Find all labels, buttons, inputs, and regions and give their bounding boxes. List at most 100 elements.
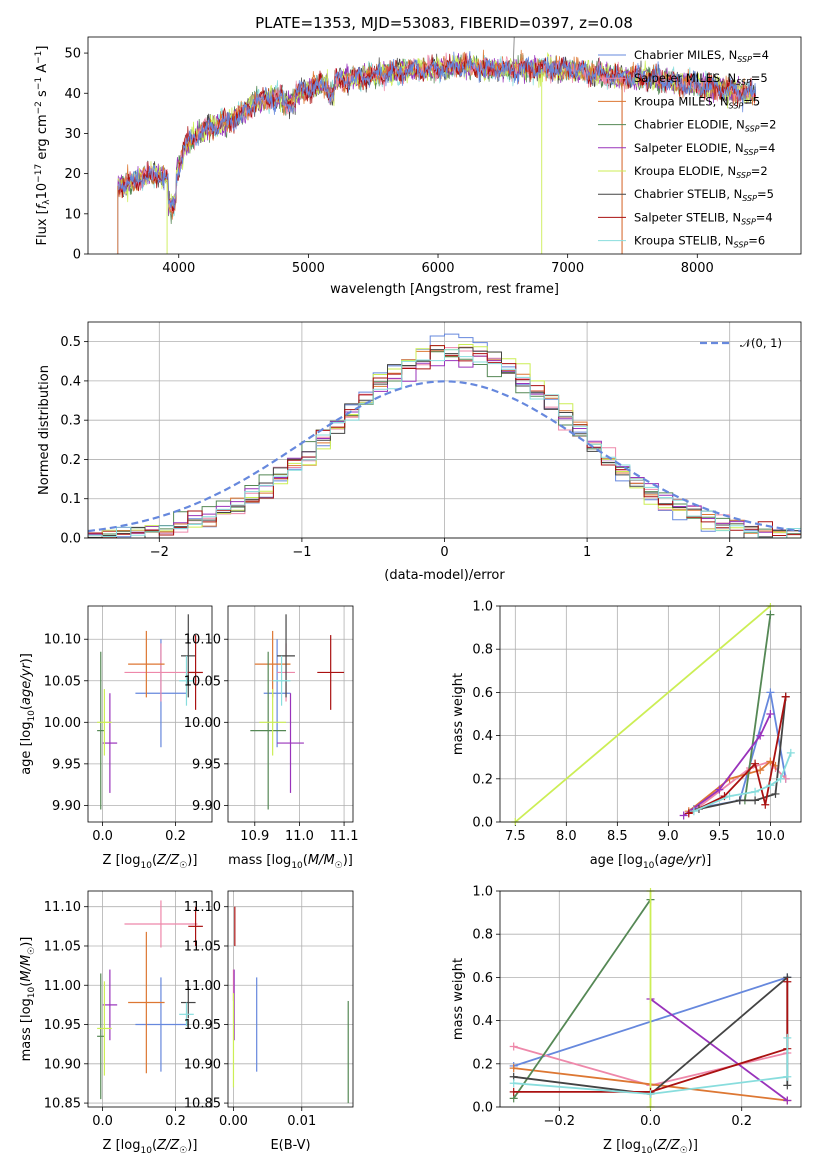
y-tick-label: 10.95 [184, 1018, 221, 1033]
y-tick-label: 0.1 [60, 492, 81, 507]
y-tick-label: 0.2 [472, 1057, 493, 1072]
x-tick-label: 9.0 [658, 829, 679, 844]
legend-entry: Kroupa STELIB, NSSP=6 [634, 234, 765, 250]
histograms [88, 333, 801, 538]
y-tick-label: 9.90 [192, 799, 221, 814]
y-tick-label: 10.95 [44, 1018, 81, 1033]
series-marker [756, 731, 765, 740]
y-tick-label: 10 [64, 207, 81, 222]
series-marker [684, 809, 693, 818]
age_vs_mass-points [250, 614, 345, 810]
y-tick-label: 0.6 [472, 686, 493, 701]
y-tick-label: 0.4 [472, 1014, 493, 1029]
y-tick-label: 10.85 [184, 1097, 221, 1112]
y-tick-label: 9.95 [192, 757, 221, 772]
series-marker [509, 1064, 518, 1073]
age_vs_Z-points [97, 614, 203, 810]
spectrum-line [117, 53, 756, 208]
x-tick-label: −1 [292, 545, 311, 560]
axes-frame [499, 890, 802, 1108]
y-tick-label: 11.10 [44, 900, 81, 915]
x-tick-label: 8000 [681, 261, 714, 276]
legend-entry: Chabrier STELIB, NSSP=5 [634, 187, 774, 203]
y-tick-label: 0.8 [472, 928, 493, 943]
series-marker [783, 1096, 792, 1105]
series-marker [751, 796, 760, 805]
figure-title: PLATE=1353, MJD=53083, FIBERID=0397, z=0… [255, 14, 633, 32]
series-marker [509, 1079, 518, 1088]
series-marker [781, 692, 790, 701]
y-tick-label: 9.95 [52, 757, 81, 772]
spectrum-x-label: wavelength [Angstrom, rest frame] [330, 282, 559, 297]
series-marker [751, 759, 760, 768]
series-marker [646, 1090, 655, 1099]
series-marker [735, 796, 744, 805]
series-marker [776, 774, 785, 783]
series-marker [751, 787, 760, 796]
y-tick-label: 11.00 [44, 979, 81, 994]
weight_vs_Z-series [509, 888, 792, 1110]
y-tick-label: 11.00 [184, 979, 221, 994]
x-tick-label: 4000 [162, 261, 195, 276]
y-tick-label: 0.2 [472, 772, 493, 787]
series-marker [771, 789, 780, 798]
axes-frame [87, 890, 213, 1108]
series-marker [715, 785, 724, 794]
x-tick-label: 0.01 [287, 1114, 316, 1129]
x-tick-label: 8.5 [607, 829, 628, 844]
weight-vs-Z-x-label: Z [log10(Z/Z☉)] [603, 1138, 698, 1156]
series-marker [766, 710, 775, 718]
y-tick-label: 10.10 [44, 633, 81, 648]
series-marker [766, 688, 775, 697]
y-tick-label: 0.0 [472, 816, 493, 831]
axes-frame [227, 605, 354, 823]
y-tick-label: 20 [64, 167, 81, 182]
axes-mass_vs_Z: 0.0 0.2 10.85 10.90 10.95 11.00 11.05 11.10 [44, 891, 212, 1129]
x-tick-label: 0.2 [165, 1114, 186, 1129]
mass-vs-ebv-x-label: E(B-V) [270, 1138, 310, 1153]
series-marker [509, 1087, 518, 1096]
x-tick-label: 5000 [292, 261, 325, 276]
x-tick-label: 10.9 [240, 829, 269, 844]
residuals-y-label: Normed distribution [37, 365, 52, 495]
normal-curve [88, 380, 801, 533]
axes-frame [87, 605, 213, 823]
x-tick-label: 0.2 [731, 1114, 752, 1129]
series-marker [766, 781, 775, 790]
y-tick-label: 10.10 [184, 633, 221, 648]
series-line [513, 1037, 789, 1095]
y-tick-label: 0 [73, 248, 81, 263]
age-vs-Z-y-label: age [log10(age/yr)] [19, 653, 37, 775]
y-tick-label: 0.0 [60, 532, 81, 547]
axes-age_vs_mass: 10.9 11.0 11.1 9.90 9.95 10.00 10.05 10.10 [184, 606, 359, 844]
spectrum-line [117, 53, 756, 214]
x-tick-label: 0 [440, 545, 448, 560]
x-tick-label: 1 [583, 545, 591, 560]
y-tick-label: 0.2 [60, 453, 81, 468]
series-marker [783, 1072, 792, 1081]
y-tick-label: 1.0 [472, 600, 493, 615]
series-marker [786, 748, 795, 757]
series-line [514, 605, 771, 823]
weight_vs_age-series [511, 603, 795, 825]
axes-mass_vs_ebv: 0.00 0.01 10.85 10.90 10.95 11.00 11.05 11.10 [184, 891, 353, 1129]
y-tick-label: 0.8 [472, 643, 493, 658]
y-tick-label: 9.90 [52, 799, 81, 814]
y-tick-label: 0.0 [472, 1101, 493, 1116]
series-line [693, 692, 787, 810]
legend-entry: Chabrier MILES, NSSP=4 [634, 48, 769, 64]
x-tick-label: 0.2 [165, 829, 186, 844]
series-marker [725, 792, 734, 801]
spectrum-line [117, 51, 756, 210]
weight-vs-age-x-label: age [log10(age/yr)] [590, 853, 712, 871]
mass_vs_Z-points [97, 900, 203, 1100]
y-tick-label: 0.4 [472, 729, 493, 744]
spectrum-y-label: Flux [fλ10−17 erg cm−2 s−1 A−1] [34, 46, 52, 246]
x-tick-label: 10.0 [756, 829, 785, 844]
series-line [683, 713, 772, 817]
axes-frame [499, 605, 802, 823]
x-tick-label: −0.2 [543, 1114, 575, 1129]
x-tick-label: 0.0 [640, 1114, 661, 1129]
legend-entry: Salpeter STELIB, NSSP=4 [634, 210, 773, 226]
